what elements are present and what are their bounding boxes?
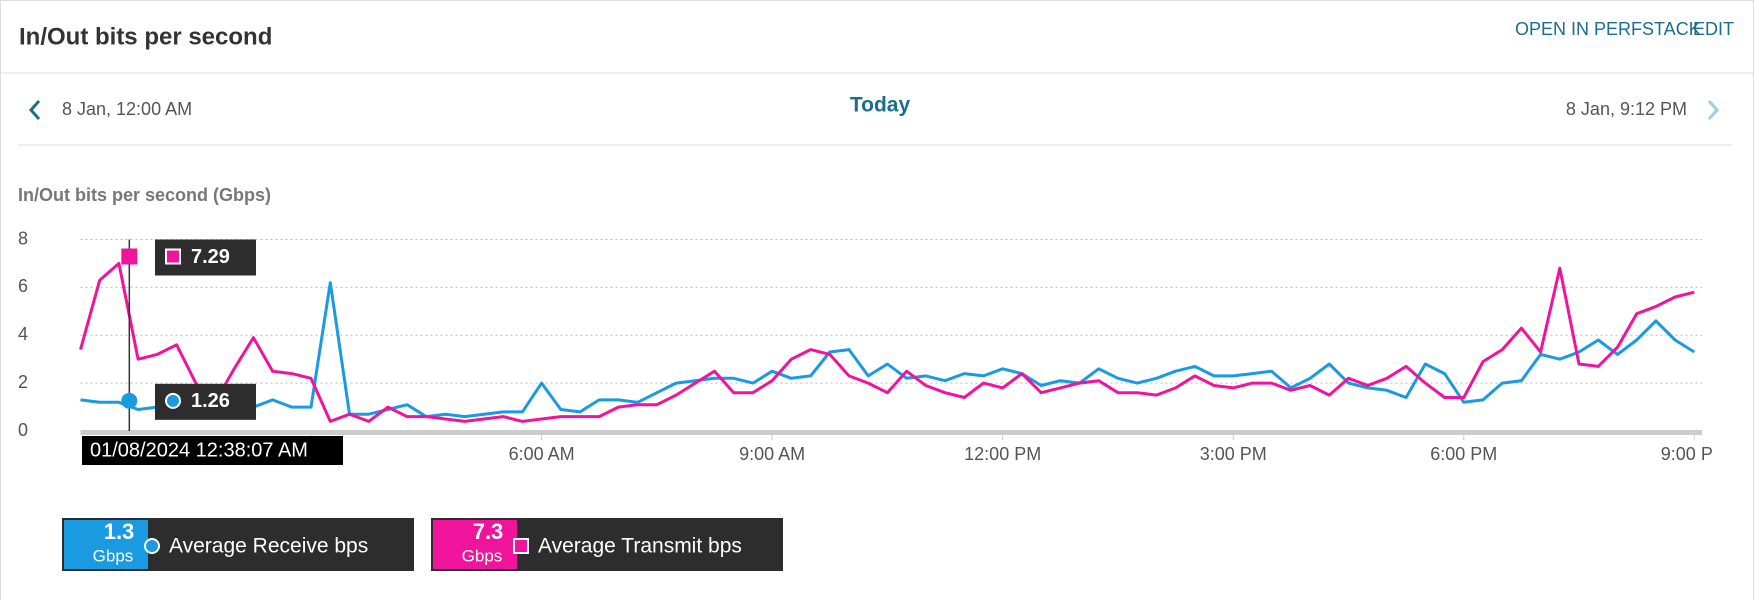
x-tick-label: 6:00 PM xyxy=(1430,444,1497,464)
tooltip-value: 7.29 xyxy=(191,246,230,268)
legend-chip xyxy=(433,520,517,569)
series-line xyxy=(79,261,1695,423)
range-end: 8 Jan, 9:12 PM xyxy=(1566,99,1687,119)
marker xyxy=(144,538,160,554)
legend-unit: Gbps xyxy=(462,546,503,565)
y-tick-label: 4 xyxy=(18,324,28,344)
prev-arrow[interactable] xyxy=(28,100,41,120)
marker xyxy=(165,392,181,409)
legend-chip xyxy=(64,520,148,569)
legend-item[interactable]: 7.3 Gbps Average Transmit bps xyxy=(431,518,783,571)
range-today[interactable]: Today xyxy=(850,94,911,117)
legend-current: 1.3 xyxy=(104,519,135,544)
tooltip-value: 1.26 xyxy=(191,390,230,412)
y-tick-label: 2 xyxy=(18,372,28,392)
x-tick-label: 3:00 PM xyxy=(1200,444,1267,464)
legend-unit: Gbps xyxy=(93,546,134,565)
tooltip-time: 01/08/2024 12:38:07 AM xyxy=(90,439,308,461)
y-tick-label: 6 xyxy=(18,276,28,296)
y-tick-label: 8 xyxy=(18,228,28,248)
legend-label: Average Transmit bps xyxy=(538,535,742,558)
x-tick-label: 9:00 PM xyxy=(1661,444,1728,464)
x-axis xyxy=(80,430,1702,435)
marker xyxy=(513,538,529,554)
x-tick-label: 6:00 AM xyxy=(509,444,575,464)
next-arrow[interactable] xyxy=(1707,100,1720,120)
x-tick-label: 12:00 PM xyxy=(964,444,1041,464)
marker xyxy=(121,392,138,409)
x-tick-label: 9:00 AM xyxy=(739,444,805,464)
y-tick-label: 0 xyxy=(18,420,28,440)
edit-link[interactable]: EDIT xyxy=(1693,19,1734,39)
range-start: 8 Jan, 12:00 AM xyxy=(62,99,192,119)
legend-item[interactable]: 1.3 Gbps Average Receive bps xyxy=(62,518,414,571)
tooltip-time-box xyxy=(82,436,343,465)
marker xyxy=(165,248,181,265)
widget-title: In/Out bits per second xyxy=(19,23,272,50)
legend-current: 7.3 xyxy=(473,519,504,544)
legend-label: Average Receive bps xyxy=(169,535,368,558)
marker xyxy=(121,248,138,265)
chart-title: In/Out bits per second (Gbps) xyxy=(18,185,271,205)
perfstack-link[interactable]: OPEN IN PERFSTACK xyxy=(1515,19,1701,39)
